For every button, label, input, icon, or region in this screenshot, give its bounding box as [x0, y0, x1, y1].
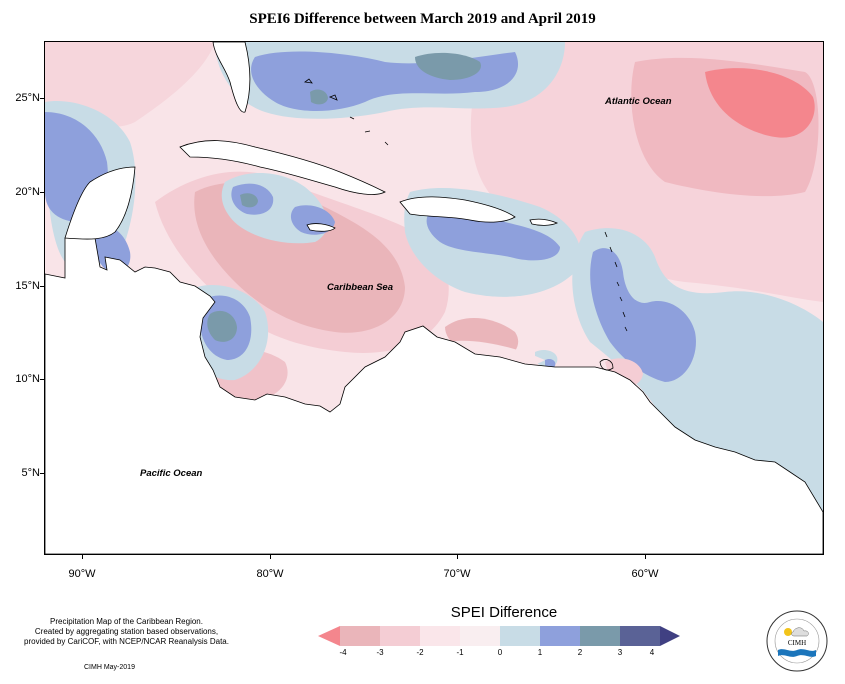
lat-label-15n: 15°N: [15, 280, 40, 292]
legend-label: -2: [416, 648, 424, 657]
spei-minus4-atlantic: [705, 68, 815, 138]
legend-title: SPEI Difference: [450, 604, 558, 621]
legend-label: -3: [376, 648, 384, 657]
lon-tick: [457, 554, 458, 559]
lat-label-25n: 25°N: [15, 92, 40, 104]
spei-plus1-antilles: [590, 248, 696, 382]
spei-plus2-bahamas: [415, 52, 481, 80]
legend-arrow-right: [660, 626, 680, 646]
atlantic-ocean-label: Atlantic Ocean: [604, 96, 672, 107]
legend-swatch: [380, 626, 420, 646]
lon-tick: [82, 554, 83, 559]
legend-label: 4: [649, 648, 655, 657]
legend-swatch: [500, 626, 540, 646]
map-footnote: Precipitation Map of the Caribbean Regio…: [14, 617, 239, 647]
lon-tick: [270, 554, 271, 559]
spei-plus2-cayman: [240, 193, 258, 208]
legend-label: 3: [617, 648, 623, 657]
legend-label: 1: [537, 648, 543, 657]
lon-label-80w: 80°W: [256, 568, 284, 580]
legend-arrow-left: [318, 626, 340, 646]
map-title: SPEI6 Difference between March 2019 and …: [249, 11, 596, 27]
lat-label-10n: 10°N: [15, 373, 40, 385]
lat-label-5n: 5°N: [21, 467, 40, 479]
land-masses: [45, 42, 823, 554]
legend-swatch: [540, 626, 580, 646]
legend-label: 0: [497, 648, 503, 657]
spei-plus2-nicaragua: [207, 310, 237, 342]
lon-tick: [645, 554, 646, 559]
pacific-ocean-label: Pacific Ocean: [140, 468, 203, 479]
lat-label-20n: 20°N: [15, 186, 40, 198]
caribbean-sea-label: Caribbean Sea: [327, 282, 393, 293]
lat-tick: [40, 286, 45, 287]
legend-swatch: [340, 626, 380, 646]
lat-tick: [40, 98, 45, 99]
spei-difference-map: Atlantic Ocean Caribbean Sea Pacific Oce…: [45, 42, 823, 554]
footnote-line: provided by CariCOF, with NCEP/NCAR Rean…: [24, 637, 229, 646]
footnote-credit: CIMH May-2019: [84, 664, 135, 671]
spei-minus1-nw: [45, 42, 215, 127]
lon-label-60w: 60°W: [631, 568, 659, 580]
lat-tick: [40, 473, 45, 474]
legend-swatch: [420, 626, 460, 646]
footnote-line: Created by aggregating station based obs…: [34, 627, 219, 636]
spei-plus1-hispaniola: [426, 209, 560, 261]
lat-tick: [40, 379, 45, 380]
spei-plus2-andros: [310, 89, 328, 105]
lon-label-70w: 70°W: [443, 568, 471, 580]
lat-tick: [40, 192, 45, 193]
legend-swatch: [620, 626, 660, 646]
footnote-line: Precipitation Map of the Caribbean Regio…: [50, 617, 203, 626]
island-chain: [303, 78, 628, 371]
lon-label-90w: 90°W: [68, 568, 96, 580]
legend-label: 2: [577, 648, 583, 657]
color-legend: [318, 626, 680, 646]
map-panel: Atlantic Ocean Caribbean Sea Pacific Oce…: [44, 41, 824, 555]
cimh-logo-icon: CIMH: [766, 610, 828, 672]
legend-label: -4: [339, 648, 347, 657]
legend-label: -1: [456, 648, 464, 657]
legend-swatch: [460, 626, 500, 646]
legend-swatch: [580, 626, 620, 646]
logo-text: CIMH: [788, 639, 806, 647]
